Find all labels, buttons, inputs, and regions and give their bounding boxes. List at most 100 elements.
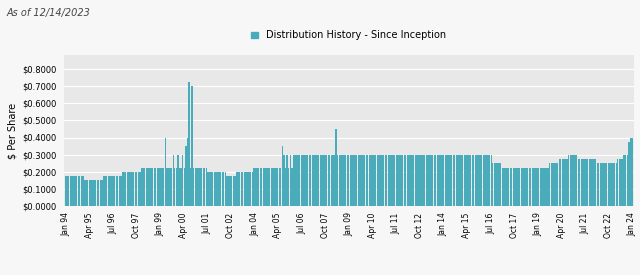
Bar [111,176,112,206]
Bar [556,163,557,206]
Bar [391,155,392,206]
Bar [550,163,552,206]
Bar [324,155,326,206]
Bar [511,167,513,206]
Bar [415,155,416,206]
Bar [177,155,179,206]
Bar [595,159,596,206]
Bar [166,167,168,206]
Bar [446,155,447,206]
Bar [236,172,237,206]
Bar [109,176,111,206]
Bar [264,167,266,206]
Bar [563,159,564,206]
Bar [513,167,514,206]
Bar [187,138,188,206]
Bar [476,155,477,206]
Bar [318,155,319,206]
Bar [499,163,500,206]
Bar [242,172,243,206]
Bar [566,159,568,206]
Bar [154,167,155,206]
Bar [237,172,239,206]
Bar [367,155,369,206]
Bar [593,159,595,206]
Bar [565,159,566,206]
Bar [500,163,501,206]
Bar [627,155,628,206]
Bar [136,172,138,206]
Bar [98,180,99,206]
Bar [359,155,360,206]
Bar [255,167,256,206]
Bar [196,167,198,206]
Bar [481,155,483,206]
Bar [245,172,246,206]
Text: As of 12/14/2023: As of 12/14/2023 [6,8,90,18]
Bar [225,172,226,206]
Bar [475,155,476,206]
Bar [596,163,598,206]
Bar [631,138,633,206]
Bar [148,167,150,206]
Bar [339,155,340,206]
Bar [424,155,426,206]
Bar [358,155,359,206]
Bar [592,159,593,206]
Bar [217,172,218,206]
Bar [405,155,406,206]
Bar [516,167,517,206]
Bar [321,155,323,206]
Bar [522,167,524,206]
Bar [117,176,118,206]
Bar [90,180,92,206]
Bar [230,176,231,206]
Bar [416,155,417,206]
Bar [503,167,504,206]
Bar [380,155,381,206]
Bar [554,163,555,206]
Bar [73,176,74,206]
Bar [572,155,573,206]
Bar [462,155,463,206]
Bar [170,167,171,206]
Bar [506,167,508,206]
Bar [620,159,621,206]
Bar [355,155,356,206]
Bar [580,159,582,206]
Bar [479,155,481,206]
Bar [298,155,299,206]
Bar [422,155,424,206]
Bar [458,155,459,206]
Bar [408,155,410,206]
Bar [232,176,234,206]
Bar [179,167,180,206]
Bar [473,155,474,206]
Bar [351,155,353,206]
Bar [587,159,588,206]
Bar [302,155,303,206]
Bar [285,167,286,206]
Bar [502,167,503,206]
Bar [598,163,600,206]
Bar [611,163,612,206]
Bar [371,155,372,206]
Bar [392,155,394,206]
Bar [305,155,307,206]
Bar [625,155,627,206]
Bar [431,155,432,206]
Bar [223,172,225,206]
Bar [353,155,354,206]
Bar [134,172,136,206]
Bar [546,167,547,206]
Bar [244,172,245,206]
Bar [589,159,590,206]
Bar [429,155,430,206]
Bar [452,155,454,206]
Bar [630,138,631,206]
Bar [402,155,403,206]
Bar [329,155,330,206]
Bar [460,155,462,206]
Bar [266,167,267,206]
Bar [529,167,530,206]
